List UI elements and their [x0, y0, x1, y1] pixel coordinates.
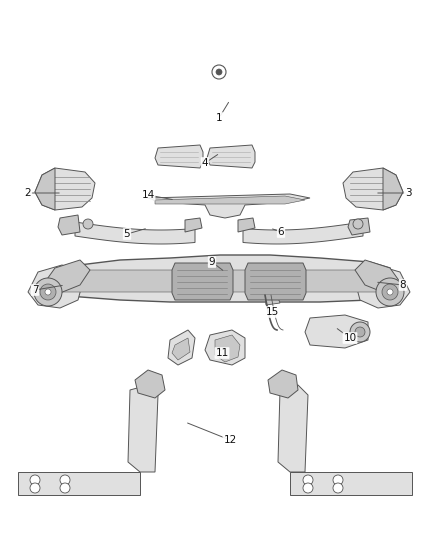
Text: 4: 4 [201, 158, 208, 168]
Circle shape [350, 322, 370, 342]
Text: 9: 9 [208, 257, 215, 267]
Text: 7: 7 [32, 285, 38, 295]
Polygon shape [172, 338, 190, 360]
Polygon shape [356, 265, 410, 308]
Polygon shape [205, 330, 245, 365]
Circle shape [83, 219, 93, 229]
Text: 14: 14 [141, 190, 155, 200]
Polygon shape [278, 385, 308, 472]
Polygon shape [265, 295, 280, 305]
Polygon shape [305, 315, 368, 348]
Polygon shape [58, 215, 80, 235]
Circle shape [333, 475, 343, 485]
Text: 8: 8 [400, 280, 406, 290]
Text: 5: 5 [124, 229, 131, 239]
Polygon shape [128, 385, 158, 472]
Polygon shape [28, 265, 82, 308]
Polygon shape [185, 218, 202, 232]
Polygon shape [55, 255, 392, 302]
Text: 10: 10 [343, 333, 357, 343]
Circle shape [30, 475, 40, 485]
Circle shape [387, 289, 393, 295]
Circle shape [40, 284, 56, 300]
Circle shape [30, 483, 40, 493]
Text: 15: 15 [265, 307, 279, 317]
Circle shape [45, 289, 51, 295]
Circle shape [34, 278, 62, 306]
Circle shape [376, 278, 404, 306]
Polygon shape [245, 263, 306, 300]
Polygon shape [207, 145, 255, 168]
Polygon shape [45, 260, 90, 295]
Polygon shape [238, 218, 255, 232]
Polygon shape [215, 335, 240, 362]
Polygon shape [18, 472, 140, 495]
Circle shape [333, 483, 343, 493]
Circle shape [355, 327, 365, 337]
Circle shape [60, 483, 70, 493]
Polygon shape [268, 370, 298, 398]
Polygon shape [35, 168, 95, 210]
Circle shape [212, 65, 226, 79]
Text: 12: 12 [223, 435, 237, 445]
Circle shape [303, 475, 313, 485]
Circle shape [382, 284, 398, 300]
Polygon shape [155, 196, 305, 204]
Polygon shape [148, 194, 310, 218]
Polygon shape [135, 370, 165, 398]
Polygon shape [172, 263, 233, 300]
Polygon shape [62, 270, 385, 292]
Polygon shape [343, 168, 403, 210]
Polygon shape [168, 330, 195, 365]
Polygon shape [355, 260, 400, 295]
Text: 6: 6 [278, 227, 284, 237]
Text: 3: 3 [405, 188, 411, 198]
Circle shape [303, 483, 313, 493]
Polygon shape [290, 472, 412, 495]
Polygon shape [243, 222, 363, 244]
Circle shape [60, 475, 70, 485]
Polygon shape [35, 168, 55, 210]
Circle shape [216, 69, 222, 75]
Text: 2: 2 [25, 188, 31, 198]
Polygon shape [155, 145, 203, 168]
Text: 11: 11 [215, 348, 229, 358]
Polygon shape [348, 218, 370, 235]
Polygon shape [383, 168, 403, 210]
Polygon shape [75, 222, 195, 244]
Text: 1: 1 [215, 113, 223, 123]
Circle shape [353, 219, 363, 229]
